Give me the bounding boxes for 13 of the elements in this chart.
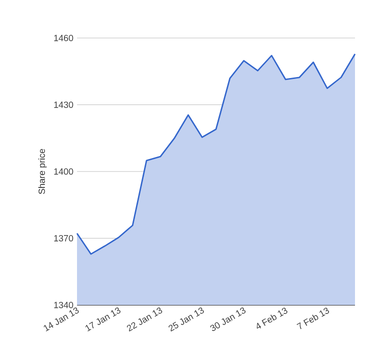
y-tick-label: 1430 <box>54 102 74 108</box>
x-tick-label: 22 Jan 13 <box>126 308 162 332</box>
y-tick-label: 1460 <box>54 34 74 42</box>
y-tick-label: 1370 <box>54 235 74 242</box>
x-tick-label: 25 Jan 13 <box>168 308 204 332</box>
y-axis-title: Share price <box>38 148 47 194</box>
y-tick-label: 1400 <box>54 168 74 175</box>
x-tick-label: 17 Jan 13 <box>85 308 120 332</box>
x-tick-label: 14 Jan 13 <box>44 308 79 332</box>
x-tick-label: 30 Jan 13 <box>210 308 246 331</box>
x-tick-label: 7 Feb 13 <box>296 308 330 330</box>
x-tick-label: 4 Feb 13 <box>256 308 288 329</box>
y-tick-label: 1340 <box>54 302 74 308</box>
